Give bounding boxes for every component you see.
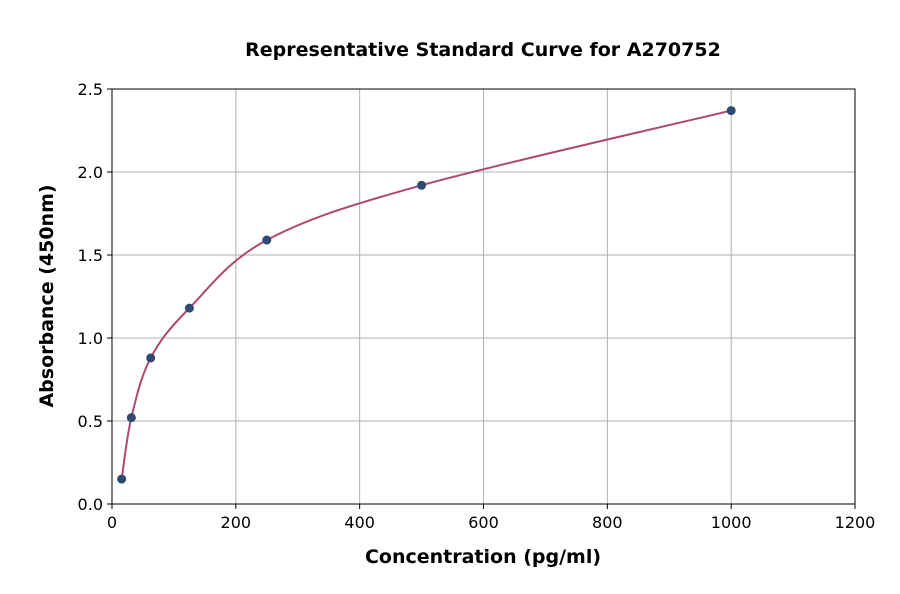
grid <box>111 88 856 505</box>
y-tick-label: 1.0 <box>78 329 103 348</box>
x-tick-label: 400 <box>344 513 375 532</box>
ticks: 0 200 400 600 800 1000 1200 0.0 0.5 1.0 1.5 2.0 2.5 <box>78 80 876 532</box>
x-axis-label: Concentration (pg/ml) <box>365 546 601 568</box>
data-point <box>117 474 127 484</box>
data-point <box>184 303 194 313</box>
data-point <box>262 235 272 245</box>
data-points <box>117 106 736 484</box>
data-point <box>146 353 156 363</box>
x-tick-label: 200 <box>221 513 252 532</box>
data-point <box>417 180 427 190</box>
y-tick-label: 2.0 <box>78 163 103 182</box>
x-tick-label: 800 <box>592 513 623 532</box>
y-tick-label: 0.5 <box>78 412 103 431</box>
y-axis-label: Absorbance (450nm) <box>36 184 58 407</box>
plot-frame <box>111 88 856 505</box>
x-tick-label: 0 <box>107 513 117 532</box>
y-tick-label: 1.5 <box>78 246 103 265</box>
x-tick-label: 600 <box>468 513 499 532</box>
x-tick-label: 1200 <box>835 513 876 532</box>
chart-title: Representative Standard Curve for A27075… <box>245 39 721 61</box>
fit-curve <box>120 109 732 480</box>
y-tick-label: 0.0 <box>78 495 103 514</box>
data-point <box>726 106 736 116</box>
x-tick-label: 1000 <box>711 513 752 532</box>
data-point <box>126 413 136 423</box>
y-tick-label: 2.5 <box>78 80 103 99</box>
